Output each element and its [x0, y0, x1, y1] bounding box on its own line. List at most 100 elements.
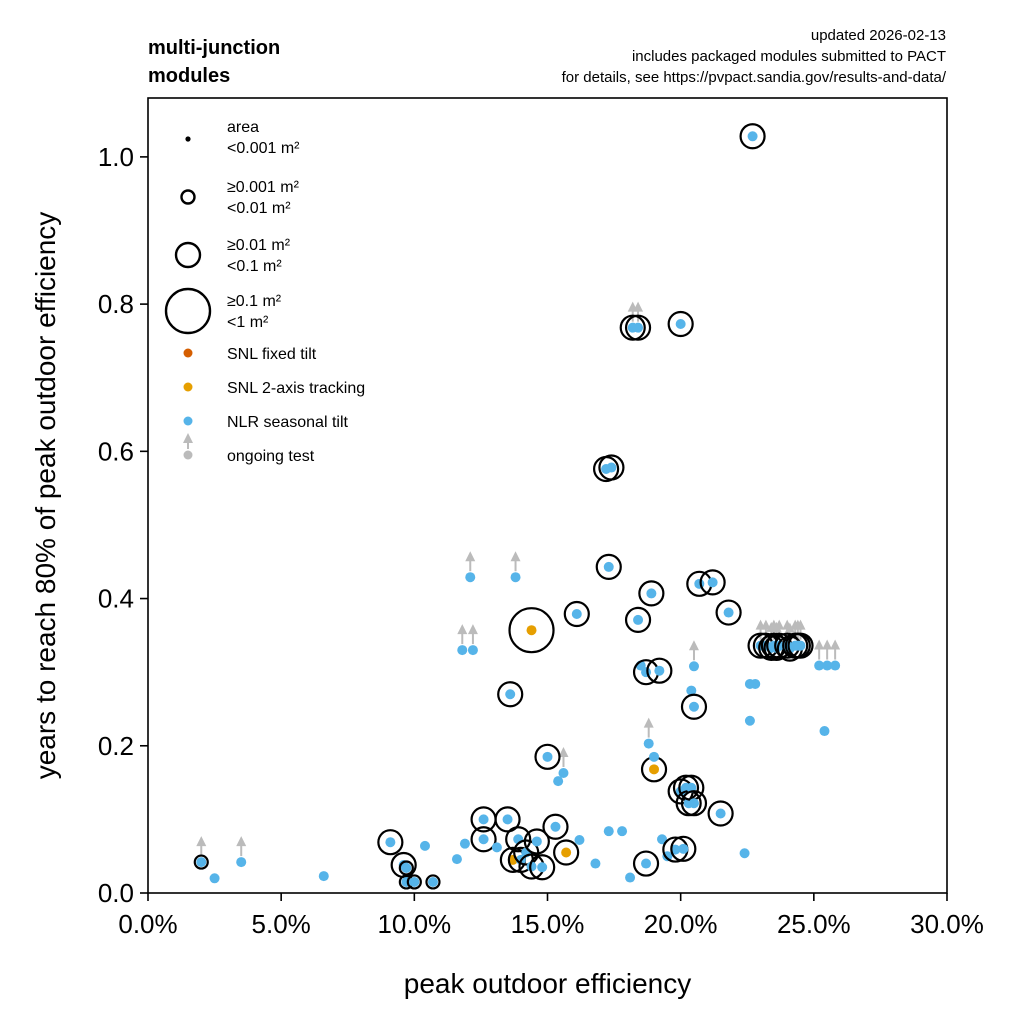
data-point [467, 645, 478, 656]
legend-source-marker [183, 348, 193, 358]
area-ring [624, 314, 652, 341]
legend-size-ring [174, 241, 202, 269]
legend-size-label: ≥0.1 m² [227, 293, 282, 310]
data-point [419, 840, 430, 851]
legend-size-label: <1 m² [227, 314, 269, 331]
data-point [409, 876, 420, 887]
data-point [478, 814, 489, 825]
x-tick-label: 15.0% [511, 909, 585, 939]
legend-ongoing-label: ongoing test [227, 448, 315, 465]
x-tick-label: 5.0% [252, 909, 311, 939]
x-tick-label: 0.0% [118, 909, 177, 939]
data-point [686, 685, 697, 696]
y-tick-label: 0.4 [98, 584, 134, 614]
ongoing-arrow-head [688, 640, 699, 651]
data-point [822, 660, 833, 671]
area-ring [529, 854, 556, 881]
data-point [747, 131, 758, 142]
area-ring [425, 874, 441, 890]
area-ring [406, 874, 422, 890]
update-note: updated 2026-02-13 [811, 27, 946, 44]
data-point [531, 836, 542, 847]
data-point [641, 858, 652, 869]
data-point [505, 689, 516, 700]
ongoing-arrow-head [633, 301, 644, 312]
data-point [537, 862, 548, 873]
details-note: for details, see https://pvpact.sandia.g… [562, 69, 947, 86]
ongoing-arrow-head [457, 624, 468, 635]
data-marks [193, 123, 841, 890]
ongoing-arrow-head [784, 622, 795, 633]
legend-size-label: <0.001 m² [227, 140, 300, 157]
area-ring [667, 310, 694, 338]
data-point [465, 572, 476, 583]
data-point [526, 625, 537, 636]
data-point [574, 835, 585, 845]
data-point [459, 838, 470, 849]
data-point [318, 871, 329, 882]
source-note: includes packaged modules submitted to P… [632, 48, 946, 65]
legend: area <0.001 m² ≥0.001 m² <0.01 m² ≥0.01 m² <0… [164, 119, 365, 465]
data-point [795, 640, 806, 651]
ongoing-arrow-head [643, 717, 654, 728]
area-ring [739, 123, 766, 150]
area-ring [619, 314, 646, 341]
legend-source-marker [183, 382, 193, 392]
area-ring [494, 806, 521, 833]
data-point [654, 665, 665, 676]
data-point [542, 751, 553, 762]
area-ring [542, 813, 569, 840]
area-ring [715, 599, 742, 626]
ongoing-arrow-head [830, 639, 841, 650]
data-point [590, 858, 601, 869]
data-point [385, 837, 396, 848]
data-point [643, 738, 654, 749]
area-ring [595, 553, 622, 581]
legend-size-ring [164, 287, 212, 335]
data-point [649, 764, 660, 775]
data-point [678, 843, 689, 854]
data-point [744, 715, 755, 726]
area-ring [638, 580, 665, 607]
data-point [478, 834, 489, 845]
x-axis-label: peak outdoor efficiency [404, 968, 691, 999]
ongoing-arrow-head [558, 747, 569, 758]
y-tick-label: 0.8 [98, 289, 134, 319]
area-ring [497, 681, 524, 708]
data-point [819, 726, 830, 737]
x-tick-label: 30.0% [910, 909, 984, 939]
area-ring [598, 454, 625, 481]
legend-size-title: area [227, 119, 259, 136]
ongoing-arrow-head [822, 639, 833, 650]
y-tick-label: 0.2 [98, 731, 134, 761]
area-ring [377, 829, 404, 856]
data-point [401, 862, 412, 873]
plot-area [147, 97, 948, 894]
data-point [510, 572, 521, 583]
chart-title-line-1: multi-junction [148, 37, 280, 59]
area-ring [707, 800, 734, 827]
area-ring [553, 839, 580, 866]
data-point [502, 814, 513, 825]
legend-size-dot [185, 136, 191, 142]
data-point [571, 609, 582, 620]
data-point [688, 661, 699, 672]
data-point [603, 826, 614, 837]
area-ring [508, 607, 555, 654]
area-ring [680, 790, 708, 817]
data-point [526, 861, 537, 872]
data-point [750, 678, 761, 689]
ongoing-arrow-head [467, 624, 478, 635]
data-point [553, 776, 564, 787]
area-ring [632, 850, 660, 877]
data-point [196, 857, 207, 868]
legend-size-label: ≥0.001 m² [227, 179, 300, 196]
area-ring [523, 828, 550, 855]
data-point [633, 322, 644, 333]
legend-source-label: NLR seasonal tilt [227, 414, 349, 431]
y-tick-label: 0.6 [98, 436, 134, 466]
legend-source-label: SNL fixed tilt [227, 346, 317, 363]
area-ring [680, 693, 708, 720]
data-point [451, 854, 462, 865]
data-point [739, 848, 750, 859]
